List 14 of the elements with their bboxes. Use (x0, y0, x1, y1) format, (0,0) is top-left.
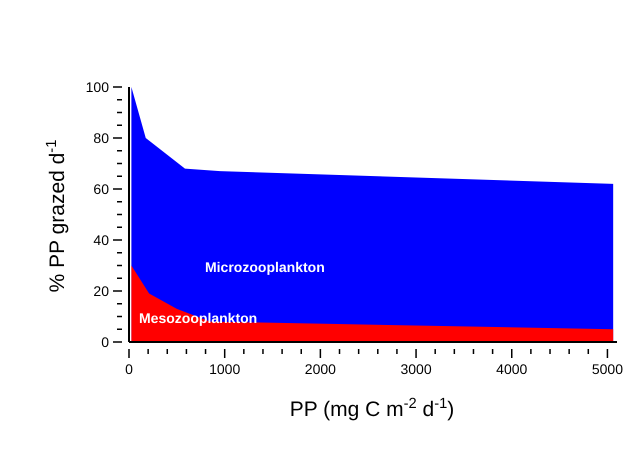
x-axis-title: PP (mg C m$^{-2}$ d$^{-1}$) (290, 396, 454, 421)
y-tick-label: 40 (93, 232, 110, 248)
y-tick-label: 20 (93, 283, 110, 299)
x-tick-label: 3000 (400, 361, 432, 377)
y-tick-label: 0 (101, 334, 110, 350)
x-tick-label: 5000 (592, 361, 624, 377)
x-tick-label: 4000 (496, 361, 528, 377)
x-tick-label: 2000 (304, 361, 336, 377)
x-tick-label: 1000 (209, 361, 240, 377)
series-label: Microzooplankton (205, 259, 325, 275)
y-tick-label: 100 (86, 79, 110, 95)
x-tick-label: 0 (125, 361, 134, 377)
y-tick-label: 60 (93, 181, 110, 197)
y-tick-label: 80 (93, 130, 110, 146)
